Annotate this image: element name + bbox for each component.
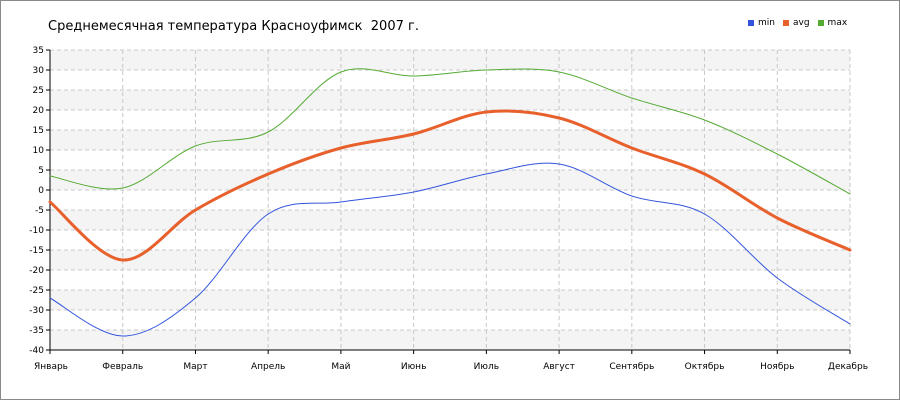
- grid-band: [50, 90, 850, 110]
- legend: min avg max: [748, 17, 855, 29]
- x-tick-label: Август: [543, 362, 575, 372]
- x-tick-labels: Январь Февраль Март Апрель Май Июнь Июль Август…: [34, 362, 868, 372]
- grid-band: [50, 210, 850, 230]
- grid-band: [50, 170, 850, 190]
- legend-label-min: min: [758, 18, 775, 28]
- series-line-min: [49, 162, 851, 337]
- x-tick-label: Октябрь: [685, 362, 725, 372]
- grid-band: [50, 290, 850, 310]
- grid-bands: [50, 50, 850, 350]
- y-tick-label: 25: [33, 86, 44, 96]
- legend-item-min: min: [748, 18, 775, 28]
- vertical-gridlines: [122, 50, 851, 350]
- x-tick-label: Декабрь: [828, 362, 868, 372]
- y-tick-label: 5: [38, 166, 44, 176]
- legend-item-max: max: [817, 18, 848, 28]
- x-tick-label: Ноябрь: [760, 362, 794, 372]
- chart-title: Среднемесячная температура Красноуфимск …: [48, 19, 419, 34]
- y-tick-label: -25: [29, 286, 44, 296]
- y-tick-label: 15: [33, 126, 44, 136]
- y-tick-label: -10: [29, 226, 44, 236]
- legend-label-max: max: [827, 18, 848, 28]
- y-tick-label: 0: [38, 186, 44, 196]
- x-tick-label: Июль: [474, 362, 499, 372]
- y-tick-label: -35: [29, 326, 44, 336]
- legend-swatch-avg: [782, 20, 789, 26]
- axes: [46, 49, 851, 354]
- grid-band: [50, 50, 850, 70]
- x-tick-label: Февраль: [102, 362, 143, 372]
- x-tick-label: Май: [331, 362, 350, 372]
- y-tick-label: -30: [29, 306, 44, 316]
- series-lines: [48, 68, 852, 337]
- y-tick-label: -5: [35, 206, 44, 216]
- x-tick-label: Июнь: [401, 362, 427, 372]
- y-tick-label: 30: [33, 66, 45, 76]
- y-tick-label: 10: [33, 146, 45, 156]
- legend-swatch-min: [748, 20, 754, 26]
- grid-band: [50, 130, 850, 150]
- legend-swatch-max: [817, 20, 824, 26]
- legend-label-avg: avg: [792, 18, 810, 28]
- x-tick-label: Март: [183, 362, 207, 372]
- y-tick-labels: 35 30 25 20 15 10 5 0 -5 -10 -15 -20 -25 -30 -35 -40: [29, 46, 44, 356]
- y-tick-label: 20: [33, 106, 45, 116]
- grid-band: [50, 250, 850, 270]
- x-tick-label: Январь: [34, 362, 68, 372]
- y-tick-label: 35: [33, 46, 44, 56]
- y-tick-label: -15: [29, 246, 44, 256]
- y-tick-label: -20: [29, 266, 44, 276]
- series-line-avg: [48, 109, 852, 262]
- x-tick-label: Сентябрь: [609, 362, 654, 372]
- legend-item-avg: avg: [782, 18, 810, 28]
- series-line-max: [49, 68, 851, 195]
- y-tick-label: -40: [29, 346, 44, 356]
- grid-band: [50, 330, 850, 350]
- x-tick-label: Апрель: [251, 362, 285, 372]
